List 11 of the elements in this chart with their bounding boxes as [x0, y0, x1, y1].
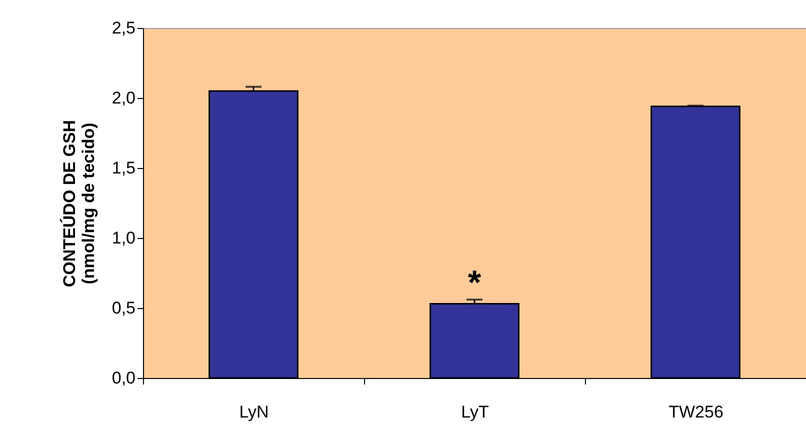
annotation: *: [468, 264, 482, 302]
y-tick-label: 1,0: [112, 228, 136, 248]
y-tick-label: 0,0: [112, 368, 136, 388]
x-tick-label: TW256: [668, 402, 724, 422]
x-tick-label: LyN: [239, 402, 269, 422]
y-tick-label: 2,5: [112, 18, 136, 38]
y-tick-label: 0,5: [112, 298, 136, 318]
y-tick-label: 1,5: [112, 158, 136, 178]
y-tick-label: 2,0: [112, 88, 136, 108]
x-tick-label: LyT: [461, 402, 489, 422]
y-axis-title: CONTEÚDO DE GSH (nmol/mg de tecido): [58, 120, 98, 288]
